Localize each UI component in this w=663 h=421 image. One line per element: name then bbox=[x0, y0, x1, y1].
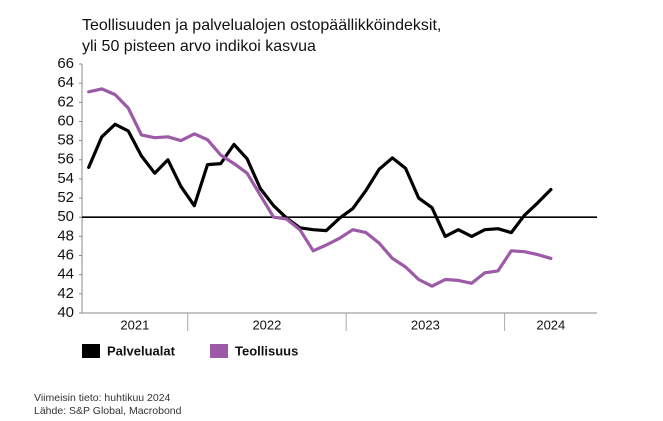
y-tick-label: 42 bbox=[57, 285, 74, 302]
y-tick-label: 62 bbox=[57, 93, 74, 110]
y-tick-label: 50 bbox=[57, 208, 74, 225]
series-line bbox=[87, 122, 553, 238]
y-tick-label: 46 bbox=[57, 247, 74, 264]
y-tick-label: 54 bbox=[57, 170, 74, 187]
legend-swatch bbox=[82, 344, 100, 358]
note: Viimeisin tieto: huhtikuu 2024 bbox=[34, 392, 171, 404]
legend-label: Palvelualat bbox=[107, 343, 176, 358]
x-tick-label: 2022 bbox=[252, 317, 281, 332]
note: Lähde: S&P Global, Macrobond bbox=[34, 405, 182, 417]
x-tick-label: 2024 bbox=[536, 317, 565, 332]
y-tick-label: 56 bbox=[57, 151, 74, 168]
y-tick-label: 64 bbox=[57, 74, 74, 91]
series-line bbox=[87, 87, 553, 288]
y-tick-label: 52 bbox=[57, 189, 74, 206]
chart-subtitle: yli 50 pisteen arvo indikoi kasvua bbox=[82, 38, 316, 55]
y-tick-label: 40 bbox=[57, 304, 74, 321]
legend-label: Teollisuus bbox=[235, 343, 298, 358]
x-tick-label: 2023 bbox=[411, 317, 440, 332]
y-tick-label: 66 bbox=[57, 55, 74, 72]
y-tick-label: 58 bbox=[57, 132, 74, 149]
legend-swatch bbox=[210, 344, 228, 358]
x-tick-label: 2021 bbox=[120, 317, 149, 332]
chart-title: Teollisuuden ja palvelualojen ostopäälli… bbox=[82, 17, 441, 34]
y-tick-label: 60 bbox=[57, 112, 74, 129]
y-tick-label: 44 bbox=[57, 266, 74, 283]
y-tick-label: 48 bbox=[57, 227, 74, 244]
